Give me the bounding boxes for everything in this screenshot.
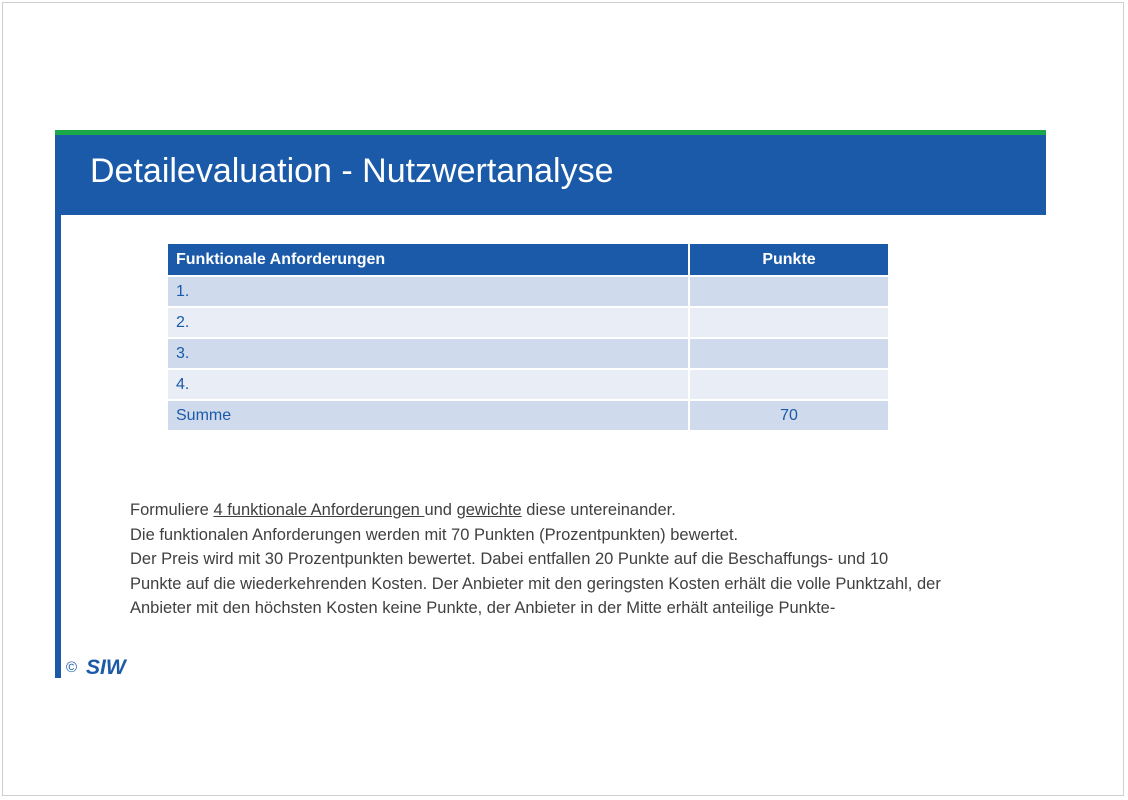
title-band — [55, 135, 1046, 215]
table-row: 4. — [166, 368, 890, 401]
copyright-symbol: © — [66, 659, 78, 676]
row-label: 1. — [166, 275, 690, 308]
left-accent-bar — [55, 215, 61, 678]
table-row: 3. — [166, 337, 890, 370]
table-row: 2. — [166, 306, 890, 339]
row-label: 3. — [166, 337, 690, 370]
table-row: 1. — [166, 275, 890, 308]
row-points — [688, 275, 890, 308]
underlined-requirements: 4 funktionale Anforderungen — [213, 501, 425, 519]
instruction-line-1: Formuliere 4 funktionale Anforderungen u… — [130, 498, 1060, 523]
row-points — [688, 368, 890, 401]
row-label: 2. — [166, 306, 690, 339]
instructions-text: Formuliere 4 funktionale Anforderungen u… — [130, 498, 1060, 621]
row-points — [688, 306, 890, 339]
instruction-line-5: Anbieter mit den höchsten Kosten keine P… — [130, 599, 836, 617]
siw-logo: SIW — [86, 656, 128, 678]
line1-prefix: Formuliere — [130, 501, 214, 519]
requirements-table: Funktionale Anforderungen Punkte 1. 2. 3… — [166, 242, 890, 432]
row-label: 4. — [166, 368, 690, 401]
line1-suffix: diese untereinander. — [521, 501, 676, 519]
table-header-row: Funktionale Anforderungen Punkte — [166, 242, 890, 277]
table-row-sum: Summe 70 — [166, 399, 890, 432]
header-points: Punkte — [688, 242, 890, 277]
line1-middle: und — [424, 501, 457, 519]
siw-logo-text: SIW — [86, 656, 128, 678]
header-requirements: Funktionale Anforderungen — [166, 242, 690, 277]
slide-title: Detailevaluation - Nutzwertanalyse — [90, 152, 614, 190]
sum-label: Summe — [166, 399, 690, 432]
instruction-line-2: Die funktionalen Anforderungen werden mi… — [130, 525, 739, 544]
sum-points: 70 — [688, 399, 890, 432]
instruction-line-4: Punkte auf die wiederkehrenden Kosten. D… — [130, 574, 941, 593]
row-points — [688, 337, 890, 370]
instruction-line-3: Der Preis wird mit 30 Prozentpunkten bew… — [130, 550, 889, 568]
underlined-weight: gewichte — [456, 501, 522, 519]
title-accent-line — [55, 130, 1046, 135]
